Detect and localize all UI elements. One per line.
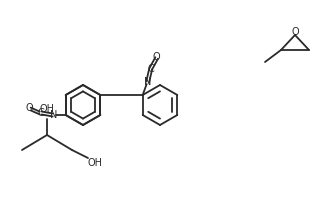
Text: OH: OH [39,104,55,114]
Text: N: N [50,110,57,120]
Text: O: O [291,27,299,37]
Text: OH: OH [87,158,103,168]
Text: O: O [26,103,33,113]
Text: N: N [144,77,151,87]
Text: C: C [37,108,44,118]
Text: O: O [153,52,161,62]
Text: C: C [147,64,154,74]
